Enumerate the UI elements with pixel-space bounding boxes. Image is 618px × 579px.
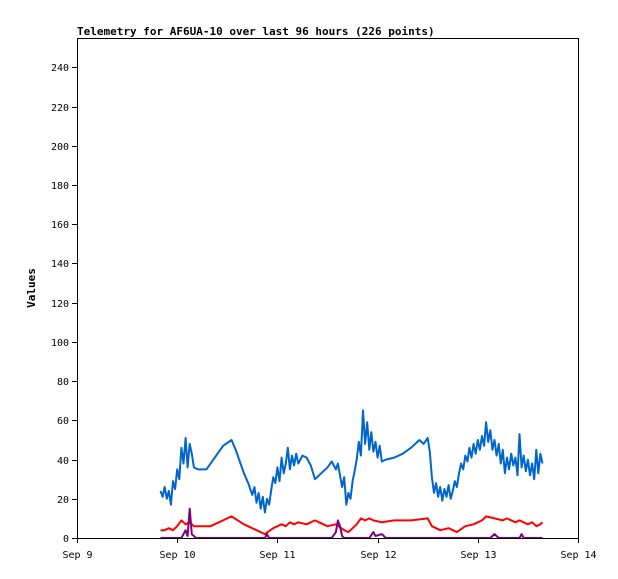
series-layer — [159, 409, 544, 539]
plot-frame — [77, 38, 579, 539]
y-tick-label: 180 — [51, 181, 69, 192]
y-tick-label: 20 — [57, 495, 69, 506]
x-tick-label: Sep 10 — [159, 550, 195, 561]
y-tick-label: 0 — [63, 534, 69, 545]
y-axis-label: Values — [25, 268, 38, 308]
x-tick-label: Sep 14 — [560, 550, 596, 561]
series-line-3 — [160, 507, 543, 539]
series-line-1 — [159, 409, 544, 514]
y-tick-label: 100 — [51, 338, 69, 349]
x-tick-label: Sep 11 — [259, 550, 295, 561]
y-tick-label: 240 — [51, 63, 69, 74]
y-axis: 0 20 40 60 80 100 120 140 160 180 200 220 240 — [51, 63, 77, 545]
y-tick-label: 80 — [57, 377, 69, 388]
x-axis: Sep 9 Sep 10 Sep 11 Sep 12 Sep 13 Sep 14 — [62, 538, 597, 561]
chart-title: Telemetry for AF6UA-10 over last 96 hour… — [77, 25, 435, 38]
y-tick-label: 60 — [57, 416, 69, 427]
x-tick-label: Sep 9 — [62, 550, 92, 561]
x-tick-label: Sep 13 — [460, 550, 496, 561]
y-tick-label: 120 — [51, 299, 69, 310]
y-tick-label: 200 — [51, 142, 69, 153]
y-tick-label: 140 — [51, 259, 69, 270]
y-tick-label: 40 — [57, 456, 69, 467]
y-tick-label: 160 — [51, 220, 69, 231]
x-tick-label: Sep 12 — [360, 550, 396, 561]
series-line-2 — [160, 515, 544, 536]
y-tick-label: 220 — [51, 103, 69, 114]
